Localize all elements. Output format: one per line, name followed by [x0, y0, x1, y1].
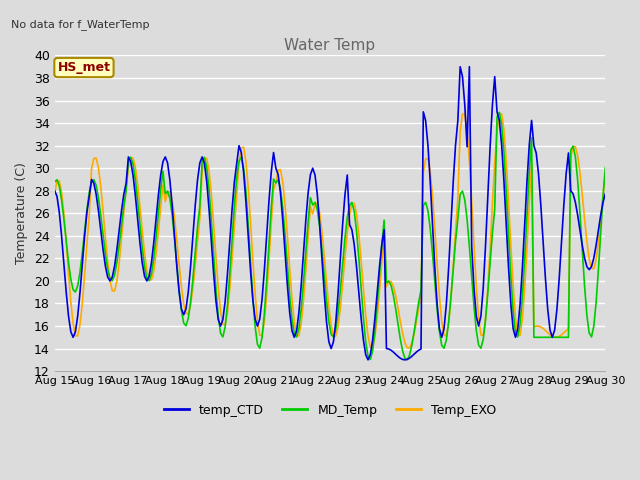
temp_CTD — [74, 313, 81, 319]
Title: Water Temp: Water Temp — [284, 38, 376, 53]
temp_CTD — [237, 150, 245, 156]
Text: HS_met: HS_met — [58, 61, 111, 74]
Text: No data for f_WaterTemp: No data for f_WaterTemp — [11, 19, 149, 30]
Line: Temp_EXO: Temp_EXO — [54, 114, 605, 348]
MD_Temp — [88, 179, 95, 185]
Temp_EXO — [51, 191, 58, 196]
temp_CTD — [417, 346, 425, 352]
Temp_EXO — [406, 345, 413, 351]
temp_CTD — [567, 188, 575, 193]
temp_CTD — [51, 188, 58, 193]
Temp_EXO — [88, 166, 95, 172]
Y-axis label: Temperature (C): Temperature (C) — [15, 162, 28, 264]
MD_Temp — [138, 245, 146, 251]
temp_CTD — [602, 191, 609, 197]
temp_CTD — [364, 357, 372, 363]
MD_Temp — [74, 283, 81, 288]
MD_Temp — [602, 165, 609, 170]
Temp_EXO — [417, 293, 425, 299]
Temp_EXO — [567, 154, 575, 159]
Temp_EXO — [237, 145, 245, 151]
MD_Temp — [417, 287, 425, 293]
Line: MD_Temp: MD_Temp — [54, 112, 605, 360]
temp_CTD — [88, 177, 95, 182]
Legend: temp_CTD, MD_Temp, Temp_EXO: temp_CTD, MD_Temp, Temp_EXO — [159, 399, 501, 422]
MD_Temp — [237, 155, 245, 160]
Temp_EXO — [461, 111, 468, 117]
temp_CTD — [138, 260, 146, 265]
MD_Temp — [51, 179, 58, 185]
MD_Temp — [403, 357, 411, 362]
Temp_EXO — [138, 228, 146, 233]
Line: temp_CTD: temp_CTD — [54, 67, 605, 360]
MD_Temp — [495, 109, 503, 115]
Temp_EXO — [602, 171, 609, 177]
MD_Temp — [567, 147, 575, 153]
temp_CTD — [456, 64, 464, 70]
Temp_EXO — [74, 333, 81, 339]
